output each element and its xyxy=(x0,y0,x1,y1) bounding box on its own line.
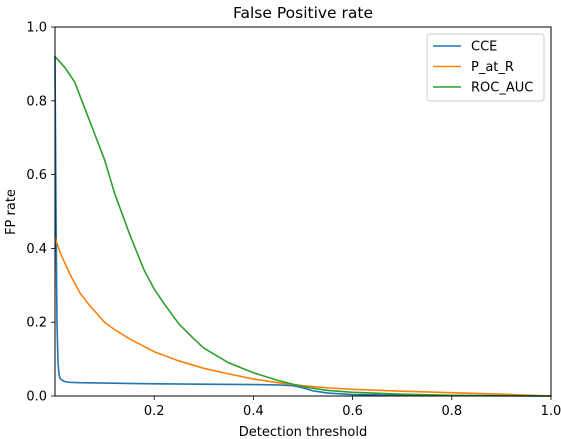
x-axis-ticks: 0.2 0.4 0.6 0.8 1.0 xyxy=(144,396,561,419)
legend-label: CCE xyxy=(471,40,497,55)
series-line-cce xyxy=(54,55,552,397)
x-tick-label: 0.4 xyxy=(243,404,264,419)
y-tick-label: 0.2 xyxy=(26,316,47,331)
y-tick-label: 1.0 xyxy=(26,21,47,36)
legend: CCE P_at_R ROC_AUC xyxy=(426,33,545,102)
legend-label: ROC_AUC xyxy=(471,81,533,96)
x-tick-label: 0.6 xyxy=(342,404,363,419)
axes-frame xyxy=(54,26,552,397)
chart-title: False Positive rate xyxy=(233,4,373,22)
plot-area xyxy=(54,55,552,397)
x-tick-label: 1.0 xyxy=(541,404,561,419)
y-tick-label: 0.6 xyxy=(26,168,47,183)
y-tick-label: 0.4 xyxy=(26,242,47,257)
x-axis-label: Detection threshold xyxy=(239,425,368,439)
legend-box xyxy=(426,33,545,102)
x-tick-label: 0.2 xyxy=(144,404,165,419)
series-line-roc-auc xyxy=(54,55,552,397)
series-line-p-at-r xyxy=(54,236,552,397)
legend-label: P_at_R xyxy=(471,60,514,75)
y-tick-label: 0.8 xyxy=(26,94,47,109)
y-axis-label: FP rate xyxy=(4,189,19,235)
x-tick-label: 0.8 xyxy=(441,404,462,419)
y-axis-ticks: 0.0 0.2 0.4 0.6 0.8 1.0 xyxy=(26,21,55,405)
y-tick-label: 0.0 xyxy=(26,390,47,405)
